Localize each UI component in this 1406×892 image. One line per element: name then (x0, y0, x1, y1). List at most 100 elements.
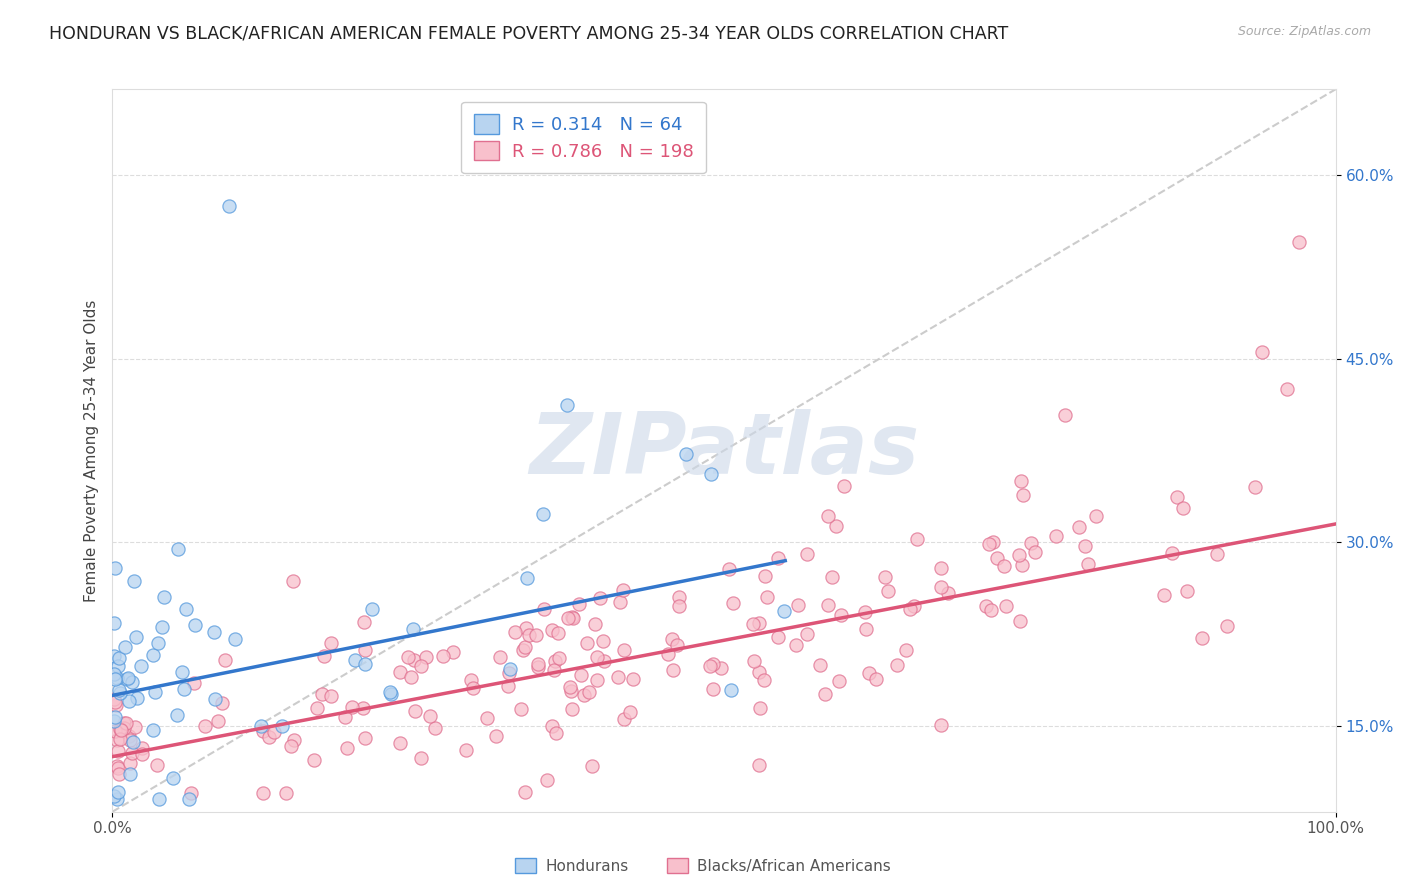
Point (346, 863, 368, 878)
Point (814, 687, 837, 701)
Point (388, 736, 411, 750)
Point (578, 685, 600, 699)
Point (748, 665, 770, 680)
Point (886, 658, 908, 673)
Point (352, 701, 374, 715)
Point (104, 710, 127, 724)
Point (117, 671, 139, 685)
Point (993, 559, 1015, 574)
Point (619, 706, 641, 720)
Point (1054, 408, 1077, 422)
Point (540, 719, 562, 733)
Point (898, 602, 921, 616)
Point (411, 751, 433, 765)
Point (568, 597, 591, 611)
Point (894, 643, 917, 657)
Point (929, 580, 952, 594)
Point (710, 661, 733, 675)
Point (748, 757, 770, 772)
Point (808, 658, 831, 673)
Point (121, 675, 143, 690)
Point (311, 687, 333, 701)
Point (335, 710, 357, 724)
Point (333, 860, 356, 874)
Point (312, 648, 335, 663)
Point (1012, 488, 1035, 502)
Point (569, 667, 592, 681)
Point (177, 792, 200, 806)
Point (752, 673, 775, 687)
Point (125, 690, 148, 705)
Point (319, 689, 342, 703)
Point (118, 767, 141, 781)
Text: HONDURAN VS BLACK/AFRICAN AMERICAN FEMALE POVERTY AMONG 25-34 YEAR OLDS CORRELAT: HONDURAN VS BLACK/AFRICAN AMERICAN FEMAL… (49, 25, 1008, 43)
Point (498, 665, 520, 680)
Point (576, 636, 599, 650)
Point (162, 771, 184, 785)
Point (207, 714, 229, 728)
Point (668, 591, 690, 605)
Point (108, 731, 131, 746)
Point (110, 723, 132, 737)
Point (105, 698, 128, 712)
Point (125, 630, 148, 644)
Point (214, 653, 236, 667)
Point (717, 562, 740, 576)
Point (1077, 558, 1099, 572)
Point (665, 638, 688, 652)
Point (489, 650, 512, 665)
Point (505, 624, 527, 639)
Point (167, 542, 190, 557)
Point (150, 620, 173, 634)
Point (977, 537, 1000, 551)
Point (533, 602, 555, 616)
Point (700, 467, 723, 481)
Point (399, 670, 422, 684)
Point (613, 712, 636, 726)
Point (148, 792, 170, 806)
Point (873, 569, 896, 583)
Point (103, 616, 125, 631)
Point (581, 758, 603, 772)
Point (110, 723, 132, 737)
Text: ZIPatlas: ZIPatlas (529, 409, 920, 492)
Y-axis label: Female Poverty Among 25-34 Year Olds: Female Poverty Among 25-34 Year Olds (83, 300, 98, 601)
Point (994, 599, 1017, 614)
Point (986, 551, 1008, 566)
Point (211, 835, 233, 849)
Point (404, 704, 426, 718)
Point (613, 643, 636, 657)
Point (124, 720, 146, 734)
Point (1074, 539, 1097, 553)
Point (936, 586, 959, 600)
Point (115, 673, 138, 687)
Point (1244, 480, 1267, 494)
Point (389, 665, 412, 680)
Point (419, 709, 441, 723)
Point (817, 598, 839, 612)
Point (121, 746, 143, 760)
Point (821, 570, 844, 584)
Point (271, 719, 294, 733)
Point (903, 599, 925, 613)
Point (702, 681, 724, 696)
Point (612, 583, 634, 598)
Point (105, 792, 128, 806)
Point (224, 632, 246, 646)
Point (832, 479, 855, 493)
Point (103, 667, 125, 681)
Point (583, 616, 606, 631)
Point (830, 607, 852, 622)
Point (931, 561, 953, 575)
Point (103, 648, 125, 663)
Point (1215, 619, 1237, 633)
Point (513, 785, 536, 799)
Legend: R = 0.314   N = 64, R = 0.786   N = 198: R = 0.314 N = 64, R = 0.786 N = 198 (461, 102, 706, 173)
Point (561, 610, 583, 624)
Point (544, 726, 567, 740)
Point (425, 721, 447, 735)
Point (211, 696, 233, 710)
Point (454, 743, 477, 757)
Point (305, 701, 328, 715)
Point (720, 683, 742, 698)
